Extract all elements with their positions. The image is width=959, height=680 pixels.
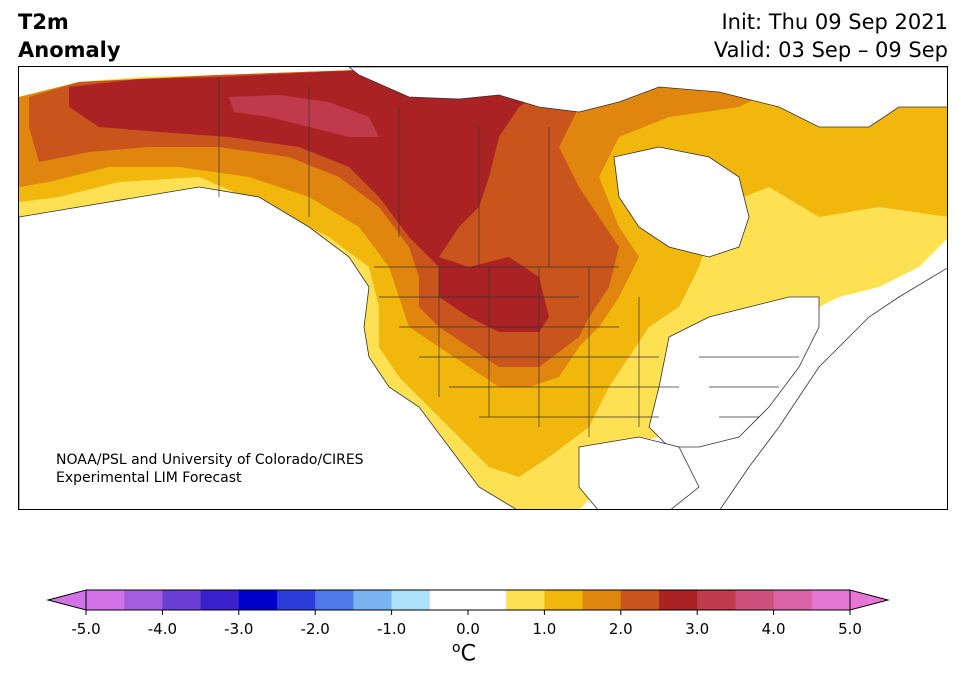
anomaly-map: NOAA/PSL and University of Colorado/CIRE… (18, 66, 948, 510)
arctic-ocean (348, 67, 947, 128)
colorbar-cell (773, 590, 813, 610)
colorbar-tick-label: -3.0 (224, 620, 253, 638)
credit-line-1: NOAA/PSL and University of Colorado/CIRE… (56, 452, 364, 468)
colorbar-tick-label: 2.0 (609, 620, 633, 638)
colorbar-tick-label: -2.0 (301, 620, 330, 638)
valid-range: Valid: 03 Sep – 09 Sep (713, 38, 948, 62)
colorbar-cell (659, 590, 698, 610)
colorbar-cell (238, 590, 278, 610)
colorbar-cell (735, 590, 775, 610)
colorbar-cell (353, 590, 393, 610)
unit-label: C (460, 641, 476, 667)
colorbar-tick-label: 5.0 (838, 620, 862, 638)
colorbar-cell (468, 590, 507, 610)
colorbar-cell (391, 590, 431, 610)
colorbar-cell (582, 590, 622, 610)
colorbar-cell (811, 590, 851, 610)
colorbar-tick-label: 1.0 (532, 620, 556, 638)
colorbar-cell (315, 590, 354, 610)
init-date: Init: Thu 09 Sep 2021 (721, 10, 948, 34)
colorbar-cell (506, 590, 545, 610)
colorbar-cells (46, 589, 890, 611)
map-canvas (19, 67, 947, 509)
political-borders (218, 77, 799, 437)
colorbar: -5.0 -4.0 -3.0 -2.0 -1.0 0.0 1.0 2.0 3.0 4.0 5.0 (46, 589, 890, 638)
colorbar-cell (429, 590, 469, 610)
title-line-2: Anomaly (18, 38, 121, 62)
pacific-ocean (19, 186, 517, 509)
gulf-of-mexico (578, 436, 700, 509)
date-info: Init: Thu 09 Sep 2021 Valid: 03 Sep – 09… (714, 8, 948, 64)
colorbar-under-extend (46, 589, 87, 611)
hudson-bay (613, 146, 750, 258)
title-line-1: T2m (18, 10, 69, 34)
colorbar-over-extend (849, 589, 890, 611)
colorbar-tick-label: 3.0 (685, 620, 709, 638)
atlantic-ocean (719, 267, 947, 509)
eastern-us-neutral (648, 296, 820, 448)
map-title: T2m Anomaly (18, 8, 121, 64)
region-anomaly-3.0 (229, 95, 379, 137)
colorbar-cell (200, 590, 240, 610)
colorbar-unit: oC (452, 640, 476, 666)
colorbar-tick-label: -5.0 (71, 620, 100, 638)
colorbar-tick-label: -4.0 (148, 620, 177, 638)
colorbar-ticks: -5.0 -4.0 -3.0 -2.0 -1.0 0.0 1.0 2.0 3.0 4.0 5.0 (71, 610, 862, 638)
colorbar-cell (697, 590, 736, 610)
colorbar-tick-label: 4.0 (762, 620, 786, 638)
unshaded-areas (19, 67, 947, 509)
colorbar-tick-label: 0.0 (456, 620, 480, 638)
region-anomaly-2.5 (69, 67, 559, 332)
unit-prefix: o (452, 640, 461, 656)
colorbar-cell (544, 590, 584, 610)
colorbar-cell (620, 590, 660, 610)
colorbar-cell (124, 590, 163, 610)
colorbar-tick-label: -1.0 (377, 620, 406, 638)
credit-note: NOAA/PSL and University of Colorado/CIRE… (56, 451, 364, 487)
credit-line-2: Experimental LIM Forecast (56, 470, 242, 486)
colorbar-cell (86, 590, 125, 610)
colorbar-cell (277, 590, 316, 610)
colorbar-cell (162, 590, 202, 610)
